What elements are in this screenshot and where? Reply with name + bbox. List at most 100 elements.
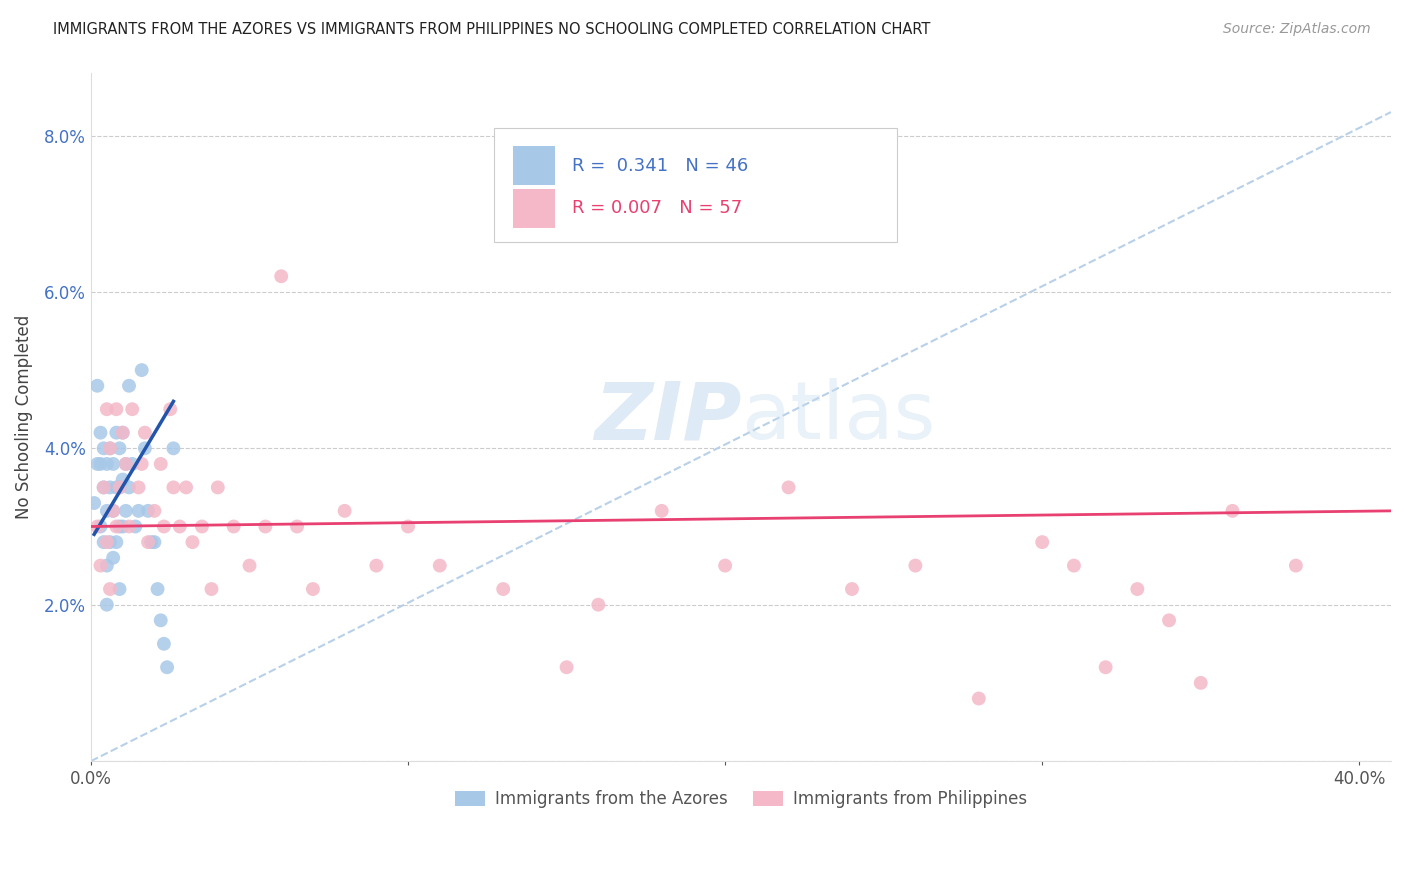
Point xyxy=(207,480,229,494)
Legend: Immigrants from the Azores, Immigrants from Philippines: Immigrants from the Azores, Immigrants f… xyxy=(449,783,1033,814)
Point xyxy=(89,457,111,471)
Point xyxy=(174,480,197,494)
Point xyxy=(101,504,124,518)
Point xyxy=(93,480,115,494)
FancyBboxPatch shape xyxy=(494,128,897,242)
Point xyxy=(115,504,138,518)
Point xyxy=(98,442,121,456)
Point xyxy=(121,402,143,417)
Point xyxy=(1063,558,1085,573)
Point xyxy=(149,457,172,471)
Point xyxy=(333,504,356,518)
Point xyxy=(302,582,325,596)
Point xyxy=(115,457,138,471)
Point xyxy=(141,535,163,549)
Text: R =  0.341   N = 46: R = 0.341 N = 46 xyxy=(572,157,748,175)
Point xyxy=(89,558,111,573)
Point xyxy=(111,473,134,487)
Point xyxy=(841,582,863,596)
Point xyxy=(270,269,292,284)
Text: R = 0.007   N = 57: R = 0.007 N = 57 xyxy=(572,199,742,218)
Point xyxy=(96,558,118,573)
Point xyxy=(108,480,131,494)
Point xyxy=(134,442,156,456)
Point xyxy=(396,519,419,533)
Point xyxy=(86,519,108,533)
Point xyxy=(86,378,108,392)
Point xyxy=(93,480,115,494)
Point xyxy=(111,519,134,533)
Point xyxy=(83,496,105,510)
Point xyxy=(98,582,121,596)
Point xyxy=(108,480,131,494)
Point xyxy=(146,582,169,596)
Point xyxy=(492,582,515,596)
Point xyxy=(96,402,118,417)
Point xyxy=(93,442,115,456)
Point xyxy=(429,558,451,573)
Point xyxy=(134,425,156,440)
Point xyxy=(89,425,111,440)
Point xyxy=(1031,535,1053,549)
Point xyxy=(149,613,172,627)
Point xyxy=(1157,613,1180,627)
Point xyxy=(967,691,990,706)
Text: ZIP: ZIP xyxy=(593,378,741,456)
Point xyxy=(285,519,308,533)
Point xyxy=(115,457,138,471)
FancyBboxPatch shape xyxy=(513,189,555,227)
Point xyxy=(98,480,121,494)
Point xyxy=(93,535,115,549)
Point xyxy=(153,519,176,533)
Point xyxy=(98,442,121,456)
Point xyxy=(131,457,153,471)
Point xyxy=(118,378,141,392)
Point xyxy=(1094,660,1116,674)
Point xyxy=(555,660,578,674)
Point xyxy=(153,637,176,651)
Point xyxy=(1285,558,1308,573)
Point xyxy=(136,535,159,549)
Point xyxy=(108,582,131,596)
Text: Source: ZipAtlas.com: Source: ZipAtlas.com xyxy=(1223,22,1371,37)
Point xyxy=(200,582,222,596)
Point xyxy=(238,558,260,573)
Text: atlas: atlas xyxy=(741,378,935,456)
Point xyxy=(96,535,118,549)
Point xyxy=(105,480,128,494)
Point xyxy=(101,504,124,518)
Point xyxy=(128,504,150,518)
Point xyxy=(651,504,673,518)
Point xyxy=(118,480,141,494)
Point xyxy=(108,519,131,533)
Point xyxy=(105,402,128,417)
Point xyxy=(143,535,166,549)
Point xyxy=(105,425,128,440)
Point xyxy=(904,558,927,573)
Point xyxy=(1126,582,1149,596)
Point xyxy=(124,519,146,533)
Point xyxy=(89,519,111,533)
Point xyxy=(254,519,277,533)
Point xyxy=(778,480,800,494)
Point xyxy=(1222,504,1244,518)
Point xyxy=(1189,676,1212,690)
Point xyxy=(86,457,108,471)
Point xyxy=(108,442,131,456)
Point xyxy=(101,457,124,471)
Point xyxy=(588,598,610,612)
Point xyxy=(366,558,388,573)
Point xyxy=(105,535,128,549)
Point xyxy=(118,519,141,533)
Point xyxy=(111,425,134,440)
Text: IMMIGRANTS FROM THE AZORES VS IMMIGRANTS FROM PHILIPPINES NO SCHOOLING COMPLETED: IMMIGRANTS FROM THE AZORES VS IMMIGRANTS… xyxy=(53,22,931,37)
Point xyxy=(128,480,150,494)
Point xyxy=(111,425,134,440)
Point xyxy=(101,550,124,565)
FancyBboxPatch shape xyxy=(513,146,555,185)
Point xyxy=(96,457,118,471)
Point xyxy=(105,519,128,533)
Point xyxy=(96,504,118,518)
Point xyxy=(162,480,184,494)
Y-axis label: No Schooling Completed: No Schooling Completed xyxy=(15,315,32,519)
